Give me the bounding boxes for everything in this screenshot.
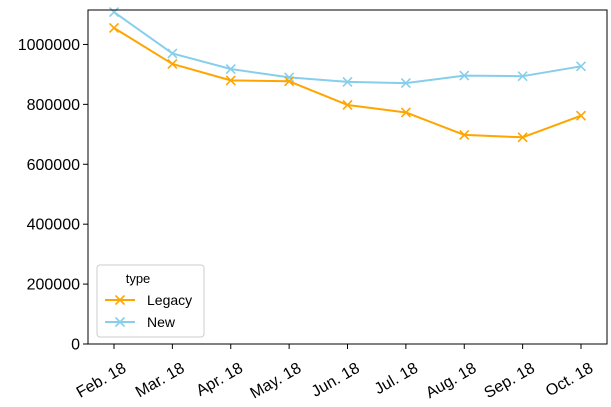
marker-stroke [575,61,587,72]
legend: type Legacy New [96,264,205,338]
marker-stroke [459,70,470,81]
data-point-new-6 [400,78,411,89]
legend-label-legacy: Legacy [147,292,192,308]
legend-item-new: New [105,314,176,330]
data-point-new-3 [225,63,236,75]
legend-title: type [126,271,151,286]
data-point-legacy-2 [167,58,178,69]
data-point-legacy-5 [342,99,353,111]
marker-stroke [400,78,411,89]
y-tick-label: 800000 [27,97,80,114]
legend-marker-legacy [114,294,126,306]
marker-stroke [108,22,120,34]
legend-item-legacy: Legacy [105,292,192,308]
marker-stroke [459,129,470,140]
data-point-new-2 [167,48,178,59]
marker-stroke [108,7,120,18]
data-point-legacy-4 [284,76,295,87]
data-point-legacy-9 [575,110,587,121]
data-point-legacy-7 [459,129,470,140]
data-point-legacy-1 [108,22,120,34]
x-tick-label: Jul. 18 [372,360,421,398]
marker-stroke [517,71,528,82]
series-line-new [113,11,582,85]
marker-stroke [167,58,178,69]
marker-stroke [167,48,178,59]
x-tick-label: Oct. 18 [543,360,596,401]
marker-stroke [114,316,126,328]
marker-stroke [517,132,528,143]
y-tick-label: 400000 [27,217,80,234]
marker-stroke [225,63,236,75]
marker-stroke [400,107,411,118]
x-tick-label: Apr. 18 [194,360,246,400]
marker-stroke [342,99,353,111]
data-point-legacy-6 [400,107,411,118]
x-tick-label: Feb. 18 [74,360,130,402]
marker-stroke [284,76,295,87]
legend-marker-new [114,316,126,328]
y-tick-label: 1000000 [18,37,80,54]
marker-stroke [114,294,126,306]
marker-stroke [575,110,587,121]
data-point-legacy-8 [517,132,528,143]
x-tick-label: Aug. 18 [423,360,479,402]
data-point-new-7 [459,70,470,81]
y-tick-label: 0 [71,337,80,354]
data-point-new-5 [342,76,353,87]
marker-stroke [342,76,353,87]
x-tick-label: Mar. 18 [133,360,188,401]
data-point-new-1 [108,7,120,18]
data-point-new-9 [575,61,587,72]
data-point-new-8 [517,71,528,82]
plot-layer [108,7,587,143]
x-tick-label: Jun. 18 [309,360,363,401]
x-tick-label: Sep. 18 [482,360,538,402]
legend-label-new: New [147,314,176,330]
marker-stroke [225,75,236,86]
x-tick-label: May. 18 [248,360,305,403]
y-tick-label: 200000 [27,277,80,294]
y-tick-label: 600000 [27,157,80,174]
data-point-legacy-3 [225,75,236,86]
